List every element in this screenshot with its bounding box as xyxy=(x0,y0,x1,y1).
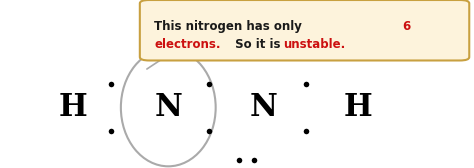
Text: N: N xyxy=(249,92,277,123)
Text: 6: 6 xyxy=(402,19,410,33)
FancyBboxPatch shape xyxy=(140,0,469,60)
Text: N: N xyxy=(155,92,182,123)
Text: So it is: So it is xyxy=(231,38,285,51)
Text: unstable.: unstable. xyxy=(283,38,345,51)
Text: H: H xyxy=(59,92,88,123)
Text: electrons.: electrons. xyxy=(154,38,220,51)
Text: This nitrogen has only: This nitrogen has only xyxy=(154,19,306,33)
Text: H: H xyxy=(344,92,372,123)
